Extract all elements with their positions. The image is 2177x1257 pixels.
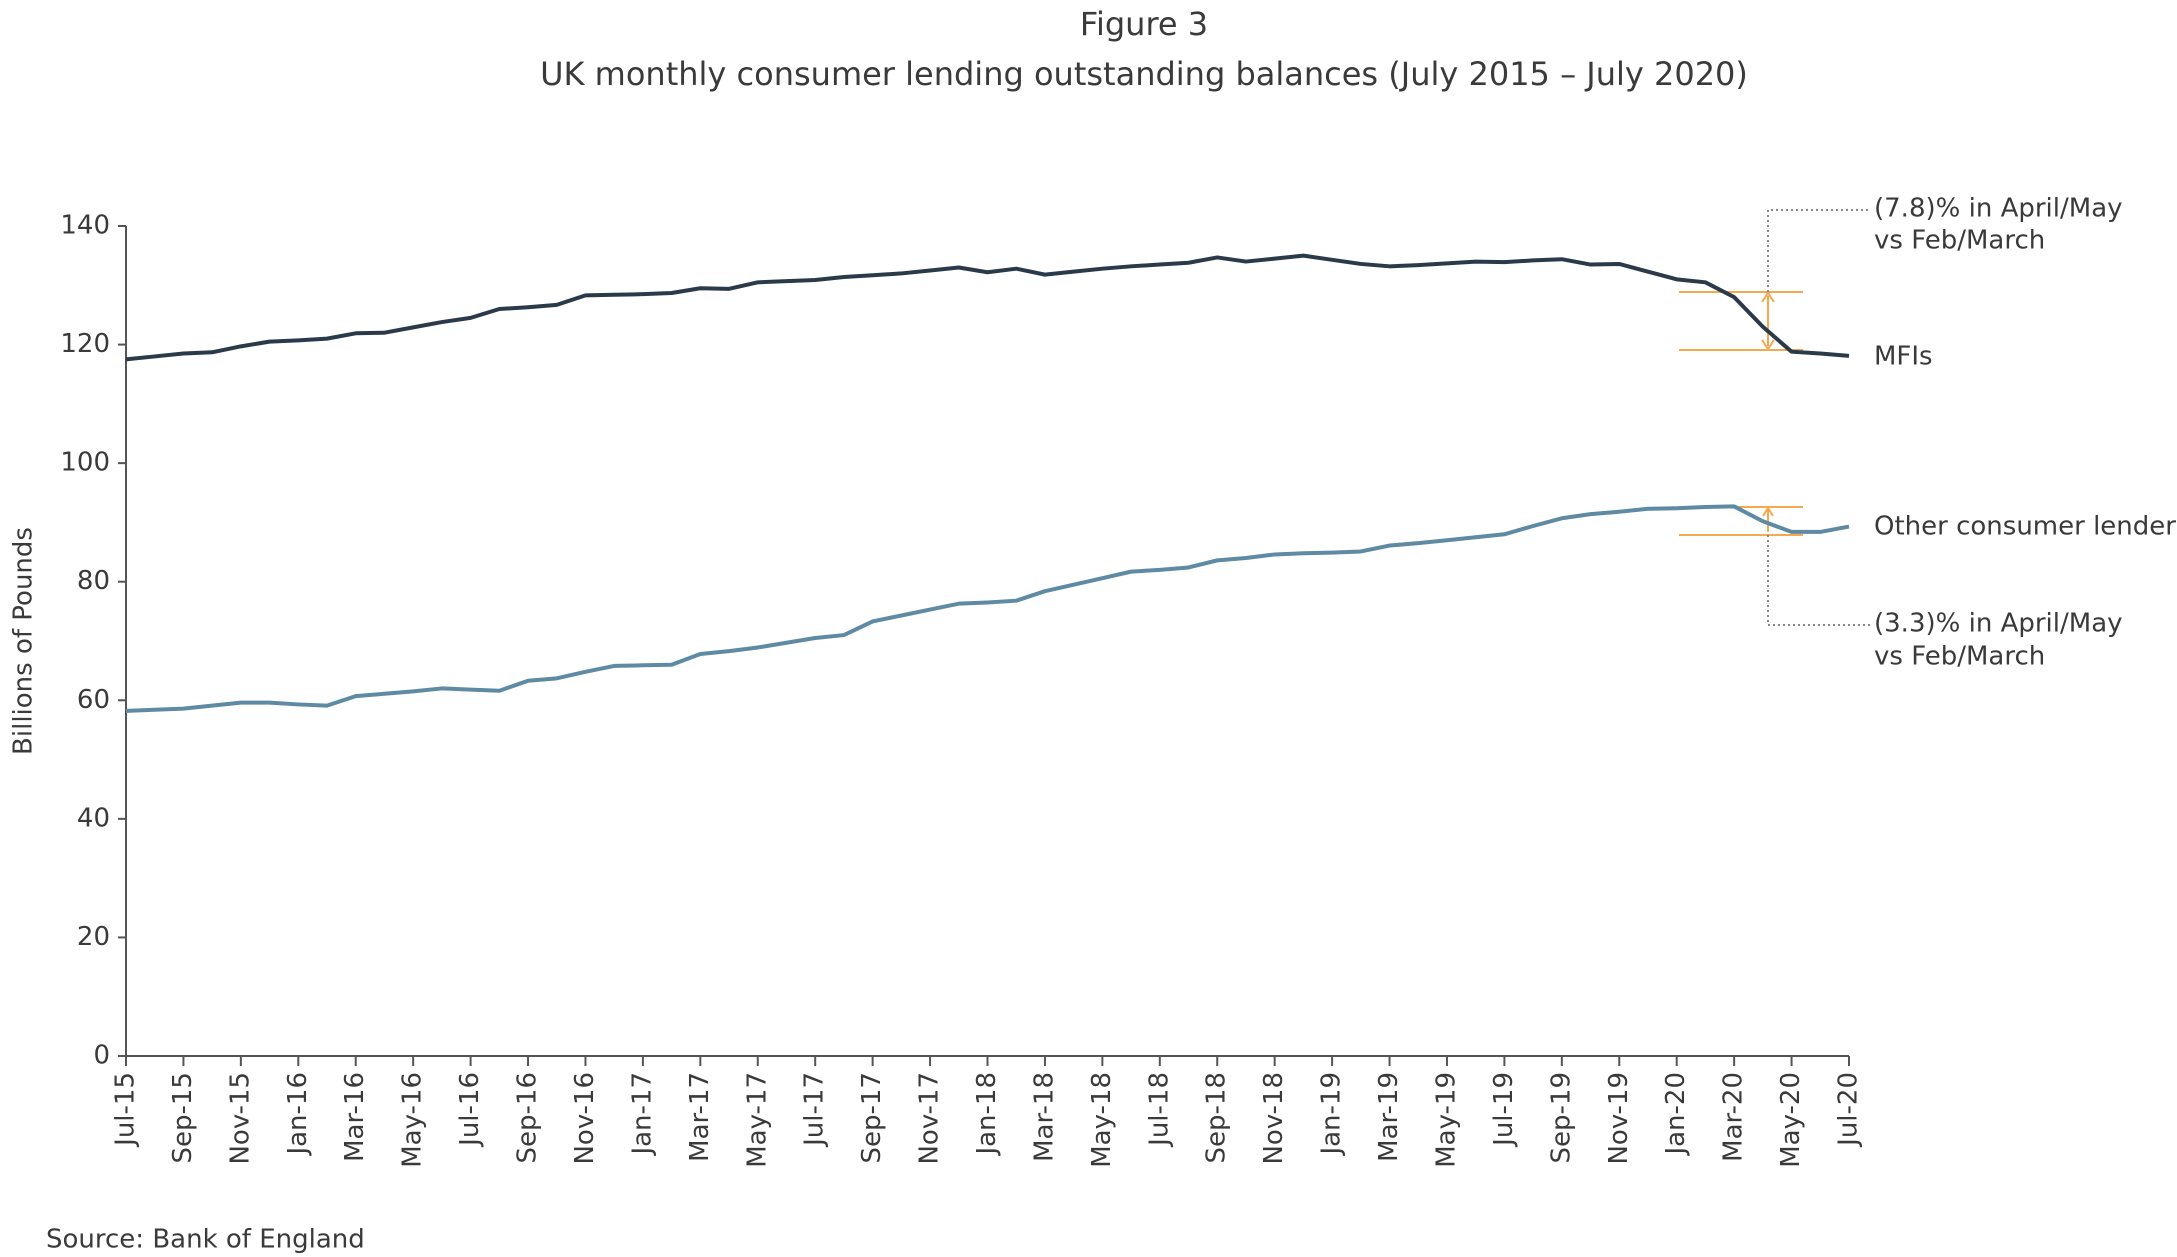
y-tick-label: 0 xyxy=(93,1041,110,1071)
x-tick-label: Jan-20 xyxy=(1661,1072,1691,1157)
annotation-brackets xyxy=(1679,209,1870,626)
x-tick-label: Sep-17 xyxy=(857,1072,887,1163)
x-tick-label: Nov-15 xyxy=(225,1072,255,1165)
x-tick-label: Sep-15 xyxy=(168,1072,198,1163)
x-tick-label: Mar-17 xyxy=(685,1072,715,1162)
series-line xyxy=(125,504,1850,713)
x-tick-label: Jan-18 xyxy=(972,1072,1002,1157)
series-label: MFIs xyxy=(1874,342,1933,372)
y-tick-label: 80 xyxy=(77,566,110,596)
leader-line xyxy=(1767,209,1870,292)
x-tick-label: Nov-19 xyxy=(1604,1072,1634,1165)
x-tick-label: Sep-16 xyxy=(513,1072,543,1163)
x-tick-label: Jan-17 xyxy=(627,1072,657,1157)
x-tick-label: May-20 xyxy=(1776,1072,1806,1168)
chart-title: Figure 3 xyxy=(1080,5,1208,43)
x-tick-label: May-18 xyxy=(1087,1072,1117,1168)
x-tick-label: Mar-20 xyxy=(1719,1072,1749,1162)
y-tick-label: 60 xyxy=(77,685,110,715)
arrow-head xyxy=(1762,506,1774,517)
x-tick-label: May-17 xyxy=(742,1072,772,1168)
y-tick-label: 100 xyxy=(60,448,110,478)
leader-line xyxy=(1767,535,1870,626)
x-tick-label: Nov-18 xyxy=(1259,1072,1289,1165)
x-tick-label: Jan-16 xyxy=(283,1072,313,1157)
y-tick-label: 20 xyxy=(77,922,110,952)
arrow-head xyxy=(1761,291,1775,351)
x-tick-label: Sep-19 xyxy=(1546,1072,1576,1163)
x-tick-label: Jan-19 xyxy=(1317,1072,1347,1157)
x-tick-label: Jul-17 xyxy=(800,1072,830,1148)
x-tick-label: May-16 xyxy=(398,1072,428,1168)
y-tick-label: 120 xyxy=(60,329,110,359)
x-tick-label: Nov-17 xyxy=(915,1072,945,1165)
annotation: vs Feb/March xyxy=(1874,226,2045,256)
annotation: (3.3)% in April/May xyxy=(1874,609,2123,639)
chart-subtitle: UK monthly consumer lending outstanding … xyxy=(540,55,1748,93)
x-tick-label: Sep-18 xyxy=(1202,1072,1232,1163)
x-tick-label: Jul-18 xyxy=(1144,1072,1174,1148)
x-tick-label: Jul-19 xyxy=(1489,1072,1519,1148)
y-tick-label: 40 xyxy=(77,803,110,833)
x-tick-label: Jul-15 xyxy=(111,1072,141,1148)
source-note: Source: Bank of England xyxy=(46,1225,365,1255)
x-tick-label: Mar-18 xyxy=(1029,1072,1059,1162)
y-axis-label: Billions of Pounds xyxy=(9,527,39,755)
x-tick-label: May-19 xyxy=(1431,1072,1461,1168)
x-tick-label: Jul-16 xyxy=(455,1072,485,1148)
annotation: vs Feb/March xyxy=(1874,642,2045,672)
x-tick-label: Mar-19 xyxy=(1374,1072,1404,1162)
series-line xyxy=(125,253,1850,362)
x-tick-label: Nov-16 xyxy=(570,1072,600,1165)
x-tick-label: Mar-16 xyxy=(340,1072,370,1162)
x-tick-label: Jul-20 xyxy=(1834,1072,1864,1148)
y-tick-label: 140 xyxy=(60,211,110,241)
series-label: Other consumer lenders xyxy=(1874,512,2177,542)
annotation: (7.8)% in April/May xyxy=(1874,194,2123,224)
